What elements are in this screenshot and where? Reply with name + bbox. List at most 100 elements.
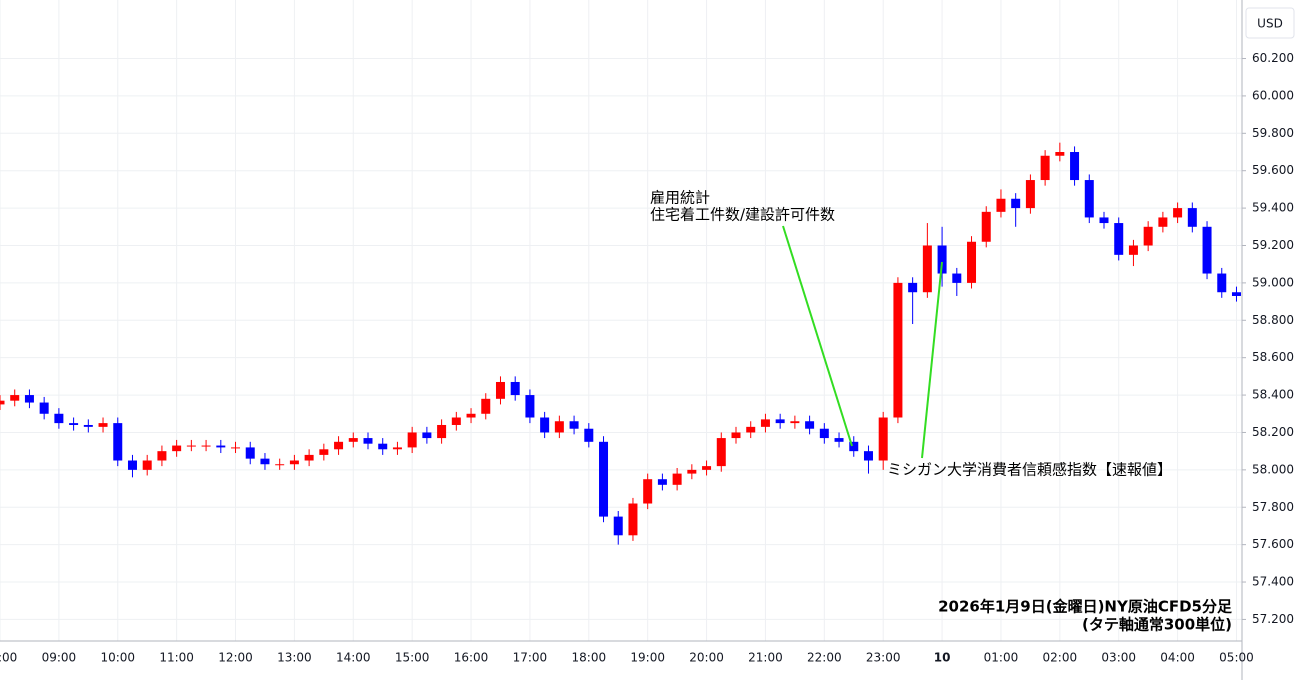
candle-body xyxy=(422,432,432,439)
y-tick-label: 59.200 xyxy=(1252,238,1294,252)
candle-body xyxy=(863,451,873,461)
x-tick-label: 02:00 xyxy=(1043,651,1078,665)
y-tick-label: 59.800 xyxy=(1252,126,1294,140)
candle-body xyxy=(746,426,756,433)
y-tick-label: 58.200 xyxy=(1252,425,1294,439)
candle-body xyxy=(613,516,623,536)
candle-body xyxy=(1217,273,1227,293)
candles xyxy=(0,142,1241,545)
candle-body xyxy=(687,469,697,474)
x-tick-label: 19:00 xyxy=(630,651,665,665)
candle-body xyxy=(554,421,564,433)
candle-body xyxy=(348,438,358,442)
candle-body xyxy=(304,454,314,461)
y-tick-label: 60.000 xyxy=(1252,88,1294,102)
candle-body xyxy=(1099,217,1109,224)
candle-body xyxy=(790,421,800,424)
x-tick-label: 12:00 xyxy=(218,651,253,665)
x-tick-label: 13:00 xyxy=(277,651,312,665)
candle-body xyxy=(378,443,388,450)
candle-body xyxy=(937,245,947,274)
x-tick-label: 17:00 xyxy=(513,651,548,665)
candle-body xyxy=(466,413,476,418)
candle-body xyxy=(922,245,932,293)
candle-body xyxy=(849,441,859,452)
candle-body xyxy=(216,445,226,448)
candle-body xyxy=(113,423,123,461)
candle-body xyxy=(584,428,594,442)
candle-body xyxy=(599,441,609,517)
y-tick-label: 58.400 xyxy=(1252,388,1294,402)
candle-body xyxy=(996,198,1006,212)
candle-body xyxy=(481,398,491,414)
candle-body xyxy=(1143,226,1153,246)
candle-body xyxy=(1128,245,1138,255)
annotation: 雇用統計 xyxy=(650,189,710,207)
candle-body xyxy=(275,464,285,466)
y-tick-label: 59.000 xyxy=(1252,275,1294,289)
candle-body xyxy=(540,417,550,433)
annotation-line xyxy=(782,225,853,447)
candle-body xyxy=(731,432,741,439)
candle-body xyxy=(1011,198,1021,209)
x-tick-label: 01:00 xyxy=(984,651,1019,665)
candle-body xyxy=(569,421,579,429)
candle-body xyxy=(775,419,785,424)
x-tick-label: 22:00 xyxy=(807,651,842,665)
x-tick-label: 21:00 xyxy=(748,651,783,665)
candle-body xyxy=(760,419,770,427)
candle-body xyxy=(525,395,535,418)
y-tick-label: 57.400 xyxy=(1252,575,1294,589)
annotation-line xyxy=(921,261,943,459)
annotation: ミシガン大学消費者信頼感指数【速報値】 xyxy=(887,461,1172,479)
candle-body xyxy=(172,445,182,452)
note: (タテ軸通常300単位) xyxy=(1082,616,1232,634)
candle-body xyxy=(245,447,255,459)
candle-body xyxy=(1114,223,1124,255)
currency-box xyxy=(1245,7,1295,39)
candle-body xyxy=(334,441,344,450)
candle-body xyxy=(1025,180,1035,209)
candle-body xyxy=(39,402,49,414)
y-tick-label: 57.800 xyxy=(1252,500,1294,514)
candle-body xyxy=(1070,152,1080,181)
candle-body xyxy=(260,458,270,465)
candle-body xyxy=(716,438,726,467)
y-tick-label: 58.800 xyxy=(1252,313,1294,327)
candle-body xyxy=(1231,292,1241,296)
grid xyxy=(0,0,1242,641)
candle-body xyxy=(805,421,815,429)
candle-body xyxy=(201,445,211,447)
candle-body xyxy=(495,381,505,399)
candle-body xyxy=(1055,152,1065,156)
annotation: 住宅着工件数/建設許可件数 xyxy=(650,206,835,224)
x-tick-label: 09:00 xyxy=(42,651,77,665)
candle-body xyxy=(878,417,888,461)
x-tick-label: 10:00 xyxy=(100,651,135,665)
candle-body xyxy=(142,460,152,470)
candle-body xyxy=(952,273,962,283)
x-tick-label: 05:00 xyxy=(1219,651,1254,665)
x-tick-label: 10 xyxy=(934,651,951,665)
candle-body xyxy=(819,428,829,439)
candle-body xyxy=(893,282,903,418)
candle-body xyxy=(69,423,79,425)
candle-body xyxy=(231,447,241,449)
x-tick-label: 15:00 xyxy=(395,651,430,665)
candle-body xyxy=(834,438,844,442)
candle-body xyxy=(186,445,196,447)
x-tick-label: 18:00 xyxy=(572,651,607,665)
candle-body xyxy=(127,460,137,470)
candle-body xyxy=(643,479,653,504)
candle-body xyxy=(1084,180,1094,218)
note: 2026年1月9日(金曜日)NY原油CFD5分足 xyxy=(938,598,1233,616)
candle-body xyxy=(628,503,638,536)
x-tick-label: 23:00 xyxy=(866,651,901,665)
candle-body xyxy=(1173,208,1183,218)
candle-body xyxy=(1202,226,1212,274)
candle-body xyxy=(10,395,20,401)
candle-body xyxy=(908,282,918,293)
candle-body xyxy=(451,417,461,425)
